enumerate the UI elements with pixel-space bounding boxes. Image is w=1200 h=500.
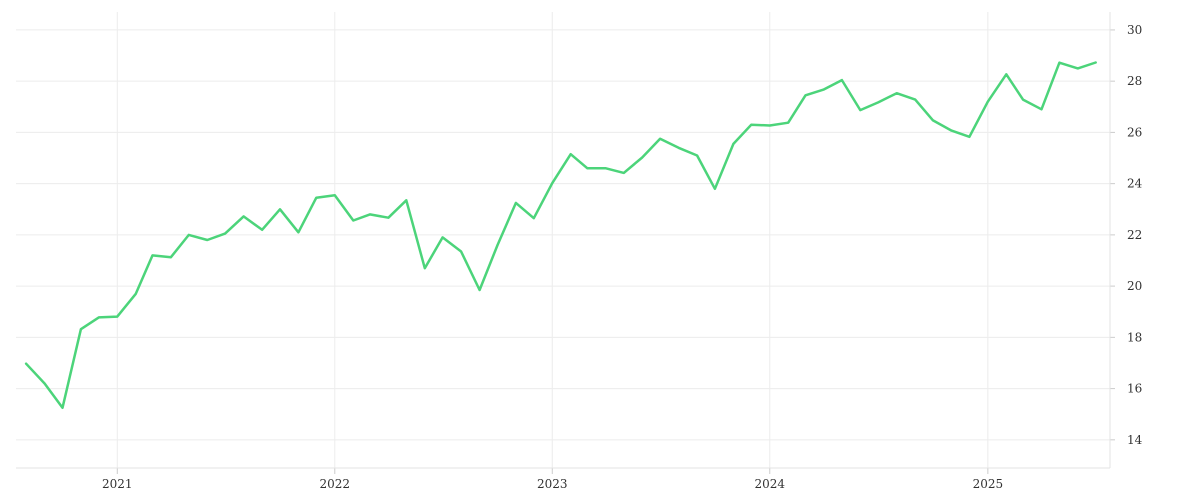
data-point <box>551 182 554 184</box>
data-point <box>242 215 245 218</box>
data-point <box>877 101 879 104</box>
data-point <box>677 147 680 149</box>
data-point <box>61 407 64 409</box>
data-point <box>116 315 119 318</box>
grid-lines <box>16 12 1110 468</box>
data-point <box>1005 73 1008 76</box>
data-point <box>206 239 209 241</box>
data-point <box>1077 67 1079 70</box>
data-point <box>515 202 517 204</box>
data-point <box>641 156 643 159</box>
data-point <box>714 188 716 190</box>
x-tick-label: 2022 <box>320 477 351 491</box>
data-point <box>895 92 898 94</box>
data-point <box>859 109 862 111</box>
series-line <box>24 61 1097 410</box>
y-tick-label: 20 <box>1127 279 1142 293</box>
data-point <box>696 154 698 157</box>
x-tick-label: 2021 <box>102 477 133 491</box>
data-point <box>623 172 625 174</box>
y-tick-label: 24 <box>1127 177 1143 191</box>
data-point <box>950 129 953 132</box>
data-point <box>1094 61 1097 64</box>
data-point <box>261 229 263 231</box>
data-point <box>1022 98 1024 101</box>
y-tick-label: 22 <box>1127 228 1142 242</box>
data-point <box>297 231 300 234</box>
y-tick-labels: 14 16 18 20 22 24 26 28 30 <box>1127 23 1143 447</box>
data-point <box>823 88 825 91</box>
x-tick-labels: 2021 2022 2023 2024 2025 <box>102 477 1003 491</box>
data-point <box>1040 108 1043 111</box>
data-point <box>188 234 190 236</box>
data-point <box>987 100 989 103</box>
x-tick-label: 2023 <box>537 477 568 491</box>
data-point <box>460 250 462 253</box>
data-point <box>151 254 154 257</box>
y-tick-label: 16 <box>1127 382 1142 396</box>
data-point <box>25 362 27 365</box>
data-point <box>405 199 408 202</box>
data-point <box>478 289 481 291</box>
data-point <box>605 167 607 170</box>
data-point <box>352 219 355 222</box>
data-point <box>170 256 172 259</box>
data-point <box>43 382 46 385</box>
data-point <box>659 138 661 140</box>
data-point <box>769 124 771 127</box>
x-tick-label: 2025 <box>973 477 1004 491</box>
data-point <box>932 119 934 122</box>
data-point <box>98 316 100 319</box>
y-tick-label: 14 <box>1127 433 1143 447</box>
y-tick-label: 30 <box>1127 23 1142 37</box>
data-point <box>804 94 807 97</box>
data-point <box>968 136 971 138</box>
axis-lines <box>16 12 1115 474</box>
data-point <box>369 213 371 216</box>
series-layer <box>24 61 1097 410</box>
data-point <box>586 167 589 170</box>
data-point <box>224 232 226 235</box>
y-tick-label: 18 <box>1127 330 1142 344</box>
data-point <box>80 328 82 331</box>
data-point <box>841 79 843 81</box>
data-point <box>496 244 499 246</box>
data-point <box>533 217 535 219</box>
data-point <box>135 293 137 295</box>
data-point <box>334 194 336 196</box>
y-tick-label: 28 <box>1127 74 1142 88</box>
data-point <box>914 98 916 101</box>
data-point <box>315 196 318 199</box>
data-point <box>424 267 426 270</box>
data-point <box>750 123 753 126</box>
data-point <box>279 208 281 211</box>
data-point <box>1058 61 1061 64</box>
data-point <box>441 236 444 239</box>
y-tick-label: 26 <box>1127 125 1142 139</box>
data-point <box>732 143 735 145</box>
data-point <box>387 216 390 219</box>
data-point <box>787 121 789 124</box>
data-point <box>569 153 572 155</box>
x-tick-label: 2024 <box>754 477 785 491</box>
